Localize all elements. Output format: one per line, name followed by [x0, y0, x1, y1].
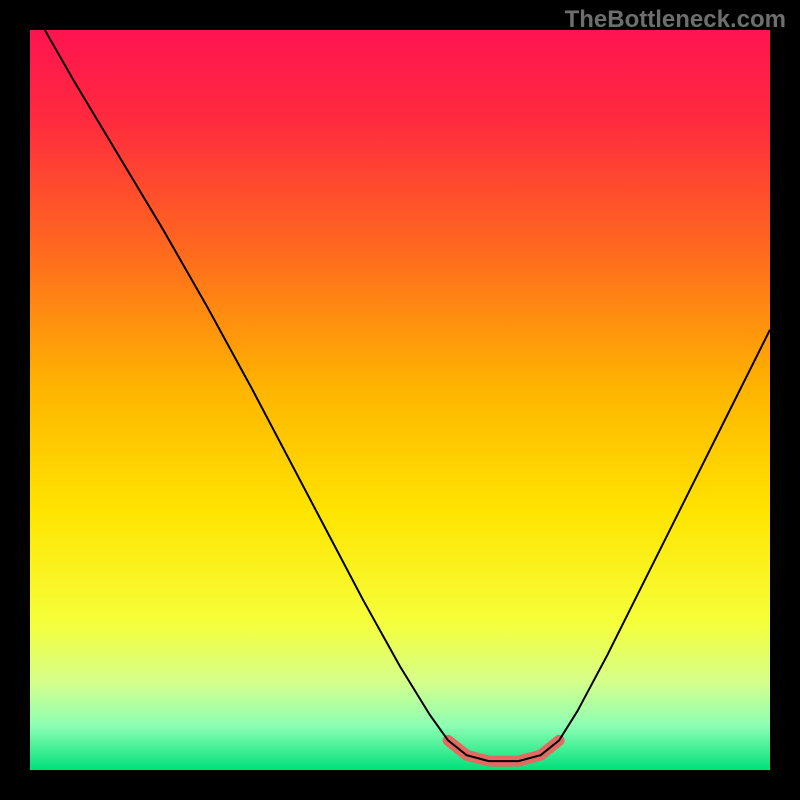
gradient-background [30, 30, 770, 770]
watermark-label: TheBottleneck.com [565, 6, 786, 34]
plot-area [30, 30, 770, 770]
chart-container: TheBottleneck.com [0, 0, 800, 800]
chart-svg [30, 30, 770, 770]
